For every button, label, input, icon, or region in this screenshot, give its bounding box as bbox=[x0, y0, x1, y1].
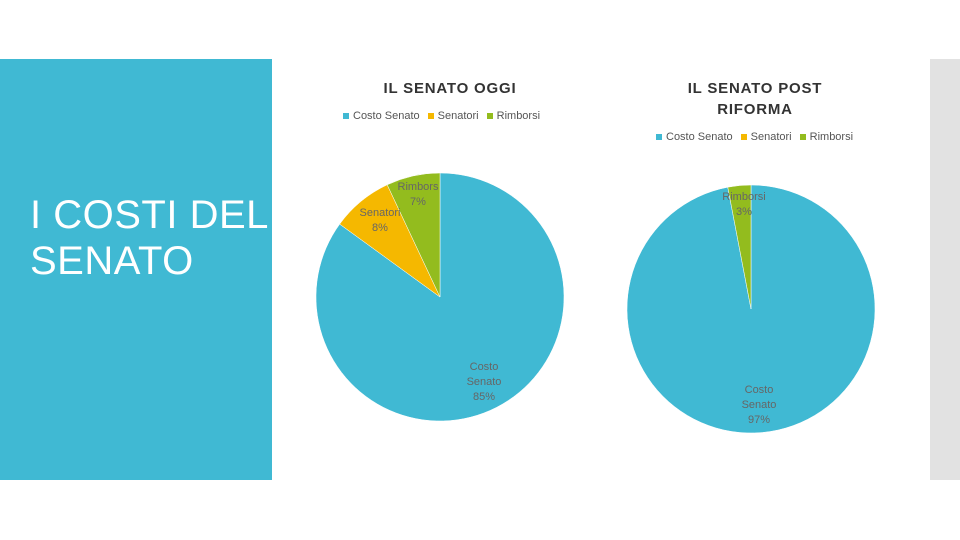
legend-item-senatori: Senatori bbox=[740, 131, 792, 143]
legend-label: Rimborsi bbox=[809, 131, 854, 143]
slice-label-line: Senatori bbox=[360, 207, 401, 219]
legend-label: Costo Senato bbox=[666, 131, 733, 143]
pie-2-label-rimborsi: Rimborsi 3% bbox=[722, 191, 765, 218]
legend-item-costo-senato: Costo Senato bbox=[656, 131, 733, 143]
pie-1-label-senatori: Senatori 8% bbox=[360, 207, 401, 234]
slice-label-line: 97% bbox=[748, 414, 770, 426]
slice-label-line: 7% bbox=[410, 196, 426, 208]
title-panel bbox=[0, 59, 272, 480]
legend-swatch-rimborsi bbox=[486, 113, 493, 119]
slice-label-line: 85% bbox=[473, 391, 495, 403]
legend-label: Costo Senato bbox=[353, 110, 420, 122]
chart-1-legend: Costo Senato Senatori Rimborsi bbox=[343, 110, 540, 122]
legend-label: Rimborsi bbox=[496, 110, 541, 122]
slice-label-line: Rimborsi bbox=[722, 191, 765, 203]
legend-swatch-costo-senato bbox=[656, 134, 662, 140]
slice-label-line: Senato bbox=[467, 376, 502, 388]
slice-label-line: Costo bbox=[470, 361, 499, 373]
chart-2-title: IL SENATO POST RIFORMA bbox=[650, 78, 860, 120]
slice-label-line: 8% bbox=[372, 222, 388, 234]
legend-swatch-senatori bbox=[740, 134, 747, 140]
pie-2-label-costo-senato: Costo Senato 97% bbox=[742, 384, 777, 426]
legend-swatch-senatori bbox=[427, 113, 434, 119]
legend-item-rimborsi: Rimborsi bbox=[799, 131, 854, 143]
pie-1-slice-rimborsi bbox=[386, 172, 441, 298]
legend-item-costo-senato: Costo Senato bbox=[343, 110, 420, 122]
legend-label: Senatori bbox=[437, 110, 479, 122]
pie-1-label-costo-senato: Costo Senato 85% bbox=[467, 361, 502, 403]
slide-title: I COSTI DEL SENATO bbox=[30, 193, 268, 283]
right-edge-strip bbox=[930, 59, 960, 480]
pie-2-slice-rimborsi bbox=[727, 184, 752, 310]
legend-swatch-costo-senato bbox=[343, 113, 349, 119]
legend-item-rimborsi: Rimborsi bbox=[486, 110, 541, 122]
chart-2-title-line-2: RIFORMA bbox=[717, 101, 793, 118]
slice-label-line: 3% bbox=[736, 206, 752, 218]
legend-swatch-rimborsi bbox=[799, 134, 806, 140]
pie-1-label-rimborsi: Rimbors 7% bbox=[398, 181, 439, 208]
legend-label: Senatori bbox=[750, 131, 792, 143]
legend-item-senatori: Senatori bbox=[427, 110, 479, 122]
chart-2-title-line-1: IL SENATO POST bbox=[687, 80, 823, 97]
slice-label-line: Senato bbox=[742, 399, 777, 411]
slice-label-line: Rimbors bbox=[398, 181, 439, 193]
chart-2-legend: Costo Senato Senatori Rimborsi bbox=[656, 131, 853, 143]
slice-label-line: Costo bbox=[745, 384, 774, 396]
chart-1-title: IL SENATO OGGI bbox=[383, 80, 517, 97]
